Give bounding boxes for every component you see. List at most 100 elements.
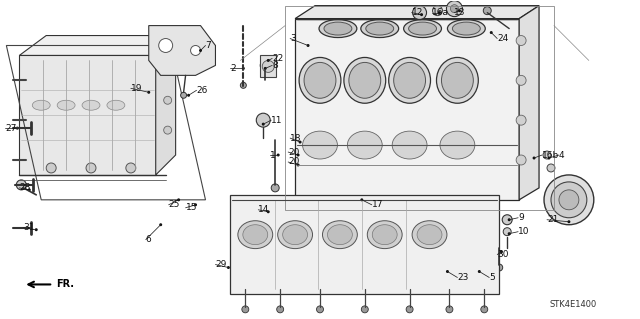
Ellipse shape (323, 221, 357, 249)
Text: 8: 8 (272, 61, 278, 70)
Ellipse shape (299, 57, 341, 103)
Polygon shape (19, 56, 156, 175)
Polygon shape (19, 35, 175, 56)
Circle shape (241, 82, 246, 88)
Circle shape (199, 49, 202, 52)
Ellipse shape (372, 225, 397, 245)
Circle shape (360, 198, 364, 201)
Circle shape (362, 306, 368, 313)
Text: 7: 7 (205, 41, 211, 50)
Circle shape (516, 115, 526, 125)
Circle shape (296, 153, 300, 157)
Circle shape (177, 198, 180, 201)
Circle shape (164, 126, 172, 134)
Ellipse shape (408, 22, 436, 35)
Text: 2: 2 (230, 64, 236, 73)
Circle shape (296, 163, 300, 167)
Text: 24: 24 (497, 34, 508, 43)
Circle shape (503, 228, 511, 236)
Circle shape (516, 75, 526, 85)
Text: 14: 14 (259, 205, 269, 214)
Text: STK4E1400: STK4E1400 (550, 300, 596, 309)
Ellipse shape (303, 131, 337, 159)
Circle shape (262, 60, 274, 72)
Circle shape (483, 7, 492, 15)
Ellipse shape (366, 22, 394, 35)
Ellipse shape (349, 63, 381, 98)
Circle shape (490, 31, 493, 34)
Circle shape (147, 91, 150, 94)
Circle shape (16, 127, 19, 130)
Text: 27: 27 (5, 124, 17, 133)
Circle shape (438, 11, 441, 14)
Text: 20: 20 (288, 147, 300, 157)
Circle shape (46, 163, 56, 173)
Circle shape (446, 270, 449, 273)
Polygon shape (148, 26, 216, 75)
Circle shape (559, 190, 579, 210)
Circle shape (481, 306, 488, 313)
Text: 6: 6 (146, 235, 152, 244)
Circle shape (276, 153, 280, 157)
Circle shape (451, 5, 458, 13)
Ellipse shape (361, 19, 399, 38)
Ellipse shape (243, 225, 268, 245)
Ellipse shape (107, 100, 125, 110)
Text: 22: 22 (272, 54, 284, 63)
Circle shape (35, 228, 38, 231)
Circle shape (420, 13, 423, 16)
Ellipse shape (32, 100, 50, 110)
Circle shape (126, 163, 136, 173)
Ellipse shape (348, 131, 382, 159)
Circle shape (446, 306, 453, 313)
Ellipse shape (417, 225, 442, 245)
Text: 30: 30 (497, 250, 509, 259)
Text: 13: 13 (454, 8, 466, 17)
Text: 4: 4 (559, 151, 564, 160)
Circle shape (271, 184, 279, 192)
Circle shape (551, 182, 587, 218)
Ellipse shape (404, 19, 442, 38)
Polygon shape (156, 35, 175, 175)
Polygon shape (519, 6, 539, 200)
Text: 21: 21 (547, 215, 558, 224)
Circle shape (262, 123, 265, 126)
Ellipse shape (440, 131, 475, 159)
Text: 20: 20 (288, 158, 300, 167)
Text: 5: 5 (489, 273, 495, 282)
Ellipse shape (278, 221, 312, 249)
Ellipse shape (328, 225, 353, 245)
Ellipse shape (283, 225, 308, 245)
Bar (285, 6, 554, 210)
Text: 28: 28 (19, 183, 31, 192)
Ellipse shape (388, 57, 431, 103)
Circle shape (180, 92, 187, 98)
Circle shape (194, 203, 197, 206)
Ellipse shape (412, 221, 447, 249)
Text: 16a: 16a (431, 8, 449, 17)
Ellipse shape (442, 63, 474, 98)
Circle shape (164, 96, 172, 104)
Text: 25: 25 (169, 200, 180, 209)
Circle shape (191, 46, 200, 56)
Ellipse shape (82, 100, 100, 110)
Ellipse shape (57, 100, 75, 110)
Circle shape (502, 215, 512, 225)
Circle shape (478, 270, 481, 273)
Circle shape (28, 189, 31, 191)
Text: 18: 18 (290, 134, 301, 143)
Circle shape (17, 180, 26, 190)
Ellipse shape (238, 221, 273, 249)
Circle shape (159, 39, 173, 52)
Circle shape (317, 306, 323, 313)
Circle shape (458, 9, 461, 12)
Circle shape (260, 60, 270, 70)
Circle shape (267, 59, 269, 62)
Circle shape (544, 175, 594, 225)
Circle shape (159, 223, 162, 226)
Ellipse shape (447, 19, 485, 38)
Circle shape (299, 141, 301, 144)
Polygon shape (295, 19, 519, 200)
Ellipse shape (452, 22, 480, 35)
Text: 23: 23 (458, 273, 468, 282)
